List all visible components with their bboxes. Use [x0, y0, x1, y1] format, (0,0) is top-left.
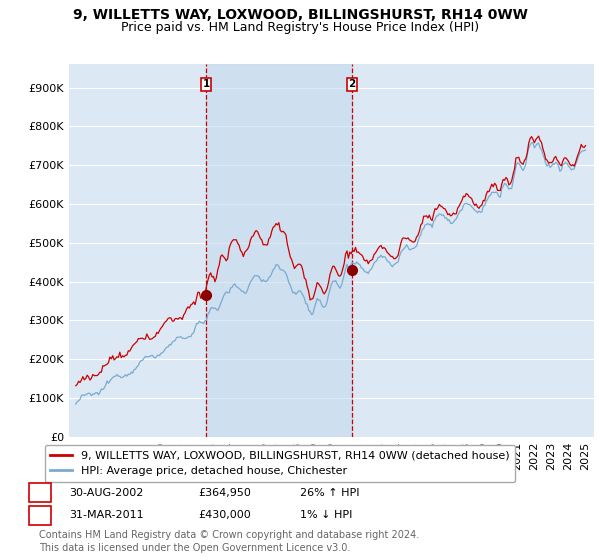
Text: 31-MAR-2011: 31-MAR-2011	[69, 510, 143, 520]
Text: 1% ↓ HPI: 1% ↓ HPI	[300, 510, 352, 520]
Bar	[206, 64, 352, 437]
Text: 2: 2	[37, 510, 44, 520]
Text: 30-AUG-2002: 30-AUG-2002	[69, 488, 143, 498]
Text: 1: 1	[37, 488, 44, 498]
Text: 26% ↑ HPI: 26% ↑ HPI	[300, 488, 359, 498]
Text: 9, WILLETTS WAY, LOXWOOD, BILLINGSHURST, RH14 0WW: 9, WILLETTS WAY, LOXWOOD, BILLINGSHURST,…	[73, 8, 527, 22]
Text: Price paid vs. HM Land Registry's House Price Index (HPI): Price paid vs. HM Land Registry's House …	[121, 21, 479, 34]
Text: 1: 1	[202, 80, 209, 89]
Legend: 9, WILLETTS WAY, LOXWOOD, BILLINGSHURST, RH14 0WW (detached house), HPI: Average: 9, WILLETTS WAY, LOXWOOD, BILLINGSHURST,…	[44, 445, 515, 482]
Text: 2: 2	[348, 80, 356, 89]
Text: Contains HM Land Registry data © Crown copyright and database right 2024.
This d: Contains HM Land Registry data © Crown c…	[39, 530, 419, 553]
Text: £430,000: £430,000	[198, 510, 251, 520]
Text: £364,950: £364,950	[198, 488, 251, 498]
